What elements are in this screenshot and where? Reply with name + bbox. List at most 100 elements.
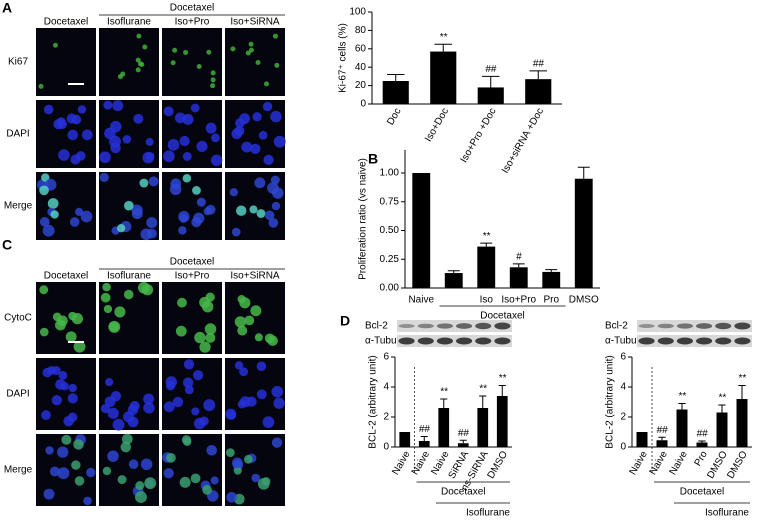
cell (49, 466, 60, 477)
cell (239, 297, 251, 309)
cell (39, 216, 50, 227)
error-bar (738, 385, 746, 399)
cell (254, 333, 263, 342)
cell (273, 397, 285, 409)
cell (250, 143, 261, 155)
cell (47, 198, 59, 209)
y-tick-label: 2 (383, 412, 389, 423)
y-axis-label: Ki-67⁺ cells (%) (338, 23, 349, 93)
cell (178, 226, 187, 235)
cell (194, 331, 206, 344)
x-tick-label: Naive (408, 295, 434, 306)
cell (231, 227, 241, 237)
cell (248, 41, 254, 47)
column-header: Iso+SiRNA (230, 271, 280, 282)
error-bar (479, 395, 487, 408)
cell (121, 433, 133, 445)
blot-band (475, 322, 492, 330)
significance: ** (482, 231, 491, 242)
x-tick-label: Doc (385, 106, 403, 127)
cell (75, 151, 86, 161)
y-tick-label: 60 (355, 43, 367, 54)
bar (676, 409, 688, 447)
cell (229, 188, 238, 197)
bar (509, 267, 528, 288)
blot-band (417, 323, 434, 329)
cell (138, 281, 150, 294)
cell (237, 325, 248, 336)
cell (146, 217, 158, 229)
row-label: Merge (4, 465, 33, 476)
y-tick-label: 6 (620, 352, 626, 363)
cell (73, 439, 84, 450)
error-bar (529, 70, 547, 80)
bar (444, 273, 463, 288)
x-tick-label: Iso+Doc (423, 106, 451, 144)
column-header: Iso+SiRNA (230, 17, 280, 28)
cell (234, 125, 245, 136)
x-tick-label: Iso+Pro +Doc (459, 106, 499, 164)
cell (256, 389, 267, 400)
cell (71, 114, 82, 125)
cell (116, 224, 126, 233)
error-bar (577, 166, 590, 179)
cell (135, 67, 141, 73)
cell (243, 454, 253, 464)
cell (206, 49, 212, 55)
error-bar (434, 43, 452, 52)
blot-band (676, 323, 693, 329)
cell (135, 481, 145, 491)
panel-letter: A (2, 0, 12, 16)
cell (139, 178, 149, 188)
cell (196, 197, 206, 207)
group-label: Docetaxel (680, 487, 724, 498)
cell (50, 210, 59, 219)
cell (239, 396, 251, 408)
cell (254, 177, 266, 189)
cell (256, 361, 267, 372)
blot-band (398, 337, 415, 345)
error-bar (512, 263, 525, 268)
cell (110, 142, 121, 154)
cell (123, 289, 134, 300)
cell (51, 365, 61, 376)
y-axis-label: BCL-2 (arbitrary unit) (605, 355, 616, 448)
cell (191, 216, 202, 228)
cell (271, 437, 283, 448)
x-tick-label: Naive (648, 449, 671, 477)
cell (177, 297, 187, 308)
blot-band (657, 323, 674, 329)
cell (202, 485, 212, 495)
cell (264, 210, 275, 221)
cell (270, 110, 282, 123)
cell (271, 385, 284, 398)
cell (110, 391, 122, 402)
bar (525, 79, 552, 104)
bar (716, 412, 728, 447)
cell (166, 381, 176, 391)
cell (83, 496, 92, 506)
bar (496, 396, 508, 447)
x-tick-label: Naive (668, 449, 691, 477)
bar (382, 81, 409, 104)
cell (42, 224, 55, 237)
cell (251, 473, 261, 483)
group-label: Docetaxel (441, 487, 485, 498)
cell (182, 151, 192, 161)
cell (199, 416, 209, 426)
micrograph (162, 358, 222, 430)
x-tick-label: Naive (410, 449, 433, 477)
cell (179, 135, 190, 147)
cell (226, 491, 237, 503)
cell (210, 77, 216, 83)
cell (146, 228, 157, 239)
cell (100, 292, 111, 303)
significance: ** (678, 391, 687, 402)
y-tick-label: 4 (383, 382, 389, 393)
cell (58, 370, 68, 380)
cell (71, 313, 84, 325)
cell (42, 367, 53, 378)
cell (41, 173, 50, 182)
cell (210, 83, 216, 89)
